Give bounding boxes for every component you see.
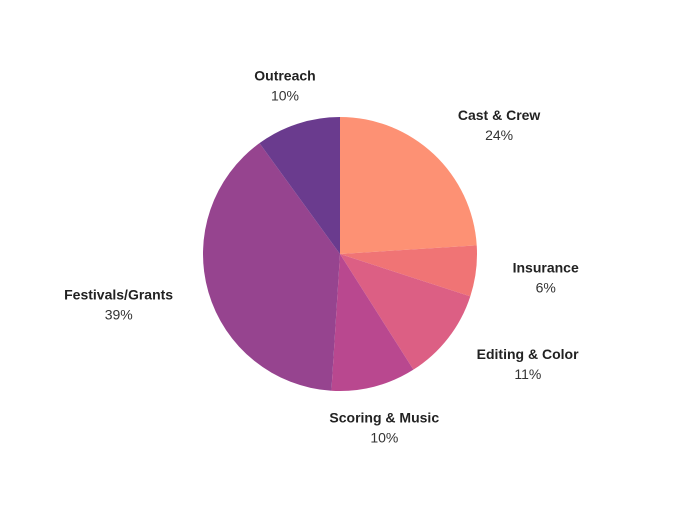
pie-slice-editing-and-color: [340, 254, 471, 370]
pie-slice-outreach: [259, 117, 340, 254]
slice-name-editing-and-color: Editing & Color: [477, 346, 579, 362]
slice-label-insurance: Insurance 6%: [513, 259, 579, 295]
pie-slices: [202, 117, 477, 392]
slice-name-outreach: Outreach: [254, 68, 315, 84]
slice-label-editing-and-color: Editing & Color 11%: [477, 346, 579, 382]
slice-value-insurance: 6%: [536, 279, 556, 295]
slice-name-festivals-grants: Festivals/Grants: [64, 287, 173, 303]
slice-value-festivals-grants: 39%: [105, 307, 133, 323]
pie-slice-festivals-grants: [202, 143, 340, 391]
slice-name-cast-and-crew: Cast & Crew: [458, 107, 541, 123]
slice-label-festivals-grants: Festivals/Grants 39%: [64, 287, 173, 323]
slice-name-insurance: Insurance: [513, 259, 579, 275]
slice-name-scoring-and-music: Scoring & Music: [329, 409, 439, 425]
slice-value-cast-and-crew: 24%: [485, 127, 513, 143]
slice-label-cast-and-crew: Cast & Crew 24%: [458, 107, 541, 143]
slice-label-scoring-and-music: Scoring & Music 10%: [329, 409, 439, 445]
slice-value-outreach: 10%: [271, 88, 299, 104]
pie-slice-insurance: [340, 245, 477, 297]
slice-value-editing-and-color: 11%: [514, 366, 541, 382]
slice-label-outreach: Outreach 10%: [254, 68, 315, 104]
pie-slice-cast-and-crew: [340, 117, 477, 254]
pie-slice-scoring-and-music: [331, 254, 414, 392]
slice-value-scoring-and-music: 10%: [370, 429, 398, 445]
pie-labels: Cast & Crew 24% Insurance 6% Editing & Color…: [64, 68, 579, 446]
